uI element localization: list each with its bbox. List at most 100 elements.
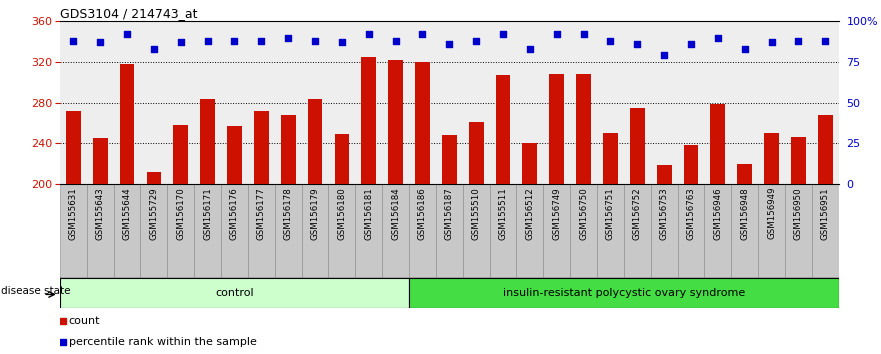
Bar xyxy=(737,164,752,184)
Text: GSM155510: GSM155510 xyxy=(471,187,481,240)
Bar xyxy=(200,98,215,184)
Bar xyxy=(570,21,597,184)
Text: GSM156186: GSM156186 xyxy=(418,187,427,240)
Bar xyxy=(759,184,785,278)
Text: GSM155729: GSM155729 xyxy=(150,187,159,240)
Bar xyxy=(496,75,510,184)
Bar xyxy=(624,21,651,184)
Text: GSM156171: GSM156171 xyxy=(204,187,212,240)
Text: GSM156176: GSM156176 xyxy=(230,187,239,240)
Point xyxy=(174,40,188,45)
Bar xyxy=(409,21,436,184)
Point xyxy=(657,53,671,58)
Bar xyxy=(516,21,544,184)
Bar xyxy=(66,111,81,184)
Text: GSM156950: GSM156950 xyxy=(794,187,803,240)
Bar xyxy=(731,184,759,278)
Bar xyxy=(114,21,140,184)
Bar xyxy=(301,184,329,278)
Point xyxy=(576,32,590,37)
Text: GSM155644: GSM155644 xyxy=(122,187,131,240)
Bar xyxy=(603,133,618,184)
Bar xyxy=(764,133,779,184)
Point xyxy=(281,35,295,40)
Point xyxy=(711,35,725,40)
Bar xyxy=(409,184,436,278)
Bar xyxy=(705,184,731,278)
Bar xyxy=(221,21,248,184)
Text: GSM156753: GSM156753 xyxy=(660,187,669,240)
Point xyxy=(201,38,215,44)
Bar xyxy=(382,184,409,278)
Text: GSM156512: GSM156512 xyxy=(525,187,535,240)
Bar xyxy=(389,60,403,184)
Point xyxy=(791,38,805,44)
Point xyxy=(818,38,833,44)
Point xyxy=(389,38,403,44)
Text: disease state: disease state xyxy=(1,286,70,296)
Bar xyxy=(60,278,409,308)
Bar xyxy=(221,184,248,278)
Bar xyxy=(490,184,516,278)
Text: GSM156763: GSM156763 xyxy=(686,187,695,240)
Bar xyxy=(120,64,135,184)
Text: GSM156179: GSM156179 xyxy=(310,187,320,240)
Bar xyxy=(275,184,301,278)
Bar xyxy=(516,184,544,278)
Text: GSM156752: GSM156752 xyxy=(633,187,641,240)
Bar xyxy=(275,21,301,184)
Bar xyxy=(576,74,591,184)
Bar xyxy=(818,115,833,184)
Bar xyxy=(60,21,86,184)
Text: GSM156749: GSM156749 xyxy=(552,187,561,240)
Bar xyxy=(355,21,382,184)
Point xyxy=(630,41,644,47)
Bar xyxy=(86,21,114,184)
Text: GSM156170: GSM156170 xyxy=(176,187,185,240)
Point xyxy=(416,32,430,37)
Bar xyxy=(677,21,705,184)
Bar xyxy=(651,21,677,184)
Bar xyxy=(248,21,275,184)
Bar xyxy=(355,184,382,278)
Bar xyxy=(656,165,671,184)
Point xyxy=(93,40,107,45)
Bar xyxy=(254,111,269,184)
Text: GSM155511: GSM155511 xyxy=(499,187,507,240)
Bar xyxy=(812,21,839,184)
Bar xyxy=(791,137,806,184)
Bar xyxy=(140,21,167,184)
Bar xyxy=(684,145,699,184)
Bar xyxy=(463,21,490,184)
Text: GSM156951: GSM156951 xyxy=(821,187,830,240)
Bar xyxy=(731,21,759,184)
Point xyxy=(684,41,698,47)
Point xyxy=(469,38,483,44)
Bar xyxy=(436,21,463,184)
Bar xyxy=(436,184,463,278)
Bar xyxy=(194,184,221,278)
Bar xyxy=(677,184,705,278)
Text: GSM156948: GSM156948 xyxy=(740,187,749,240)
Point xyxy=(442,41,456,47)
Bar xyxy=(194,21,221,184)
Bar xyxy=(710,104,725,184)
Bar xyxy=(86,184,114,278)
Point xyxy=(765,40,779,45)
Bar xyxy=(301,21,329,184)
Text: GSM156180: GSM156180 xyxy=(337,187,346,240)
Bar xyxy=(544,184,570,278)
Bar xyxy=(329,21,355,184)
Bar xyxy=(167,184,194,278)
Text: GSM156946: GSM156946 xyxy=(714,187,722,240)
Bar xyxy=(248,184,275,278)
Text: GSM156949: GSM156949 xyxy=(767,187,776,239)
Bar xyxy=(785,21,812,184)
Text: GSM156751: GSM156751 xyxy=(606,187,615,240)
Point xyxy=(255,38,269,44)
Bar xyxy=(114,184,140,278)
Bar xyxy=(307,98,322,184)
Bar xyxy=(329,184,355,278)
Point xyxy=(308,38,322,44)
Text: count: count xyxy=(69,316,100,326)
